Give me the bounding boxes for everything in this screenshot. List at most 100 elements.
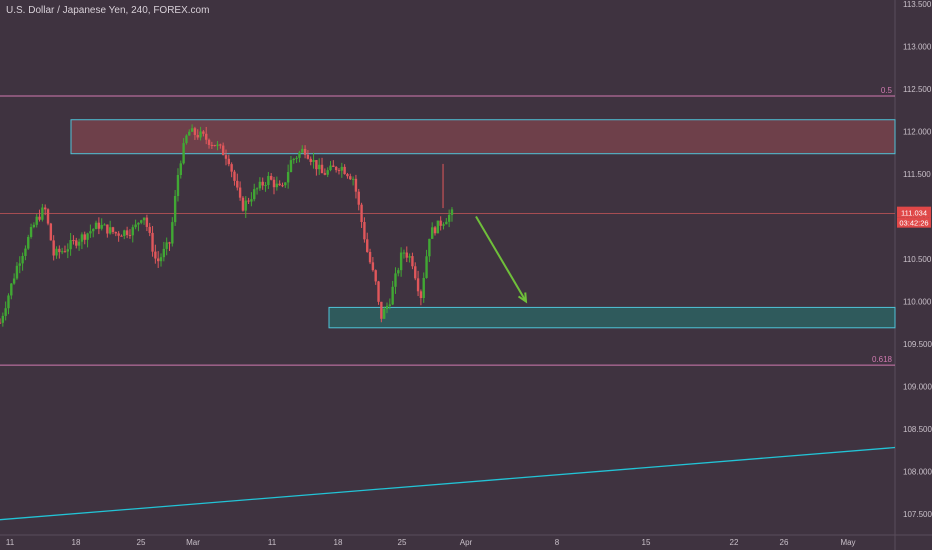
candle-body	[185, 135, 188, 144]
candle-body	[289, 160, 293, 173]
candle-body	[43, 207, 47, 210]
candle-body	[267, 175, 270, 185]
candle-body	[27, 236, 30, 249]
candle-body	[29, 227, 33, 237]
candle-body	[75, 240, 78, 246]
candle-body	[250, 199, 253, 202]
candle-body	[318, 164, 321, 170]
candle-body	[190, 128, 194, 132]
candle-body	[436, 220, 440, 234]
candle-body	[281, 185, 284, 187]
price-axis-label: 108.000	[903, 467, 932, 476]
candle-body	[247, 200, 250, 202]
candle-body	[80, 234, 84, 242]
candle-body	[63, 251, 67, 253]
candle-body	[323, 173, 327, 175]
support-zone[interactable]	[328, 306, 896, 329]
candle-body	[18, 263, 21, 266]
candle-body	[125, 230, 129, 235]
time-axis-label: May	[840, 538, 855, 547]
candle-body	[77, 241, 81, 246]
fib-0.618-label: 0.618	[872, 355, 893, 364]
candle-body	[320, 164, 324, 174]
candle-body	[86, 233, 89, 240]
candle-body	[199, 131, 202, 138]
candle-body	[284, 182, 287, 186]
candle-body	[21, 255, 24, 264]
candle-body	[196, 134, 199, 138]
candle-body	[377, 281, 380, 302]
candle-body	[411, 256, 414, 267]
candle-body	[258, 181, 262, 189]
candle-body	[309, 158, 312, 162]
candle-body	[92, 229, 95, 232]
candle-body	[394, 273, 397, 287]
candle-body	[315, 160, 318, 170]
time-axis-label: 22	[730, 538, 739, 547]
candle-body	[380, 301, 383, 319]
candle-body	[168, 242, 171, 244]
candle-body	[1, 315, 5, 323]
candle-body	[382, 308, 386, 319]
price-axis-label: 108.500	[903, 425, 932, 434]
candle-body	[156, 258, 160, 262]
time-axis-label: 11	[268, 538, 277, 547]
candle-body	[312, 160, 315, 162]
chart-title: U.S. Dollar / Japanese Yen, 240, FOREX.c…	[6, 5, 210, 16]
candle-body	[357, 191, 360, 205]
candle-body	[363, 222, 366, 240]
candle-body	[272, 179, 276, 188]
candle-body	[12, 278, 16, 284]
candle-body	[219, 144, 222, 146]
candle-body	[269, 175, 273, 180]
candle-body	[108, 227, 112, 234]
candle-body	[332, 165, 335, 167]
candle-body	[264, 184, 267, 186]
candle-body	[179, 163, 182, 176]
candle-body	[275, 183, 279, 188]
price-axis-label: 109.000	[903, 382, 932, 391]
candle-body	[334, 166, 338, 171]
candle-body	[301, 148, 304, 153]
candle-body	[202, 131, 205, 134]
candle-body	[173, 196, 177, 223]
price-axis-label: 110.500	[903, 255, 932, 264]
candle-body	[349, 176, 352, 180]
candle-body	[46, 209, 50, 224]
candle-body	[368, 251, 372, 263]
candle-body	[38, 216, 41, 220]
candle-body	[103, 224, 106, 226]
projection-arrow[interactable]	[475, 216, 527, 302]
candle-body	[100, 224, 103, 229]
candle-body	[213, 145, 216, 147]
candle-body	[89, 231, 92, 234]
candle-body	[397, 270, 400, 274]
resistance-zone[interactable]	[70, 119, 896, 155]
candle-body	[388, 304, 392, 306]
candle-body	[140, 220, 143, 223]
candle-body	[35, 216, 38, 225]
candle-body	[55, 248, 58, 256]
candle-body	[137, 222, 140, 225]
trendline[interactable]	[0, 446, 896, 521]
candle-body	[151, 232, 154, 252]
time-axis-label: 18	[72, 538, 81, 547]
price-axis-label: 113.500	[903, 0, 932, 9]
candle-body	[205, 133, 208, 140]
projection-arrow-head	[517, 292, 528, 304]
candle-body	[154, 251, 157, 259]
candle-body	[66, 249, 69, 252]
candle-body	[134, 224, 137, 228]
candle-body	[120, 235, 123, 237]
candle-body	[391, 286, 394, 305]
candle-body	[416, 278, 420, 292]
time-axis-label: 11	[6, 538, 15, 547]
time-axis-label: 25	[398, 538, 407, 547]
candle-body	[117, 233, 120, 236]
candle-body	[286, 172, 290, 183]
fib-0.5-label: 0.5	[881, 86, 893, 95]
candle-body	[295, 157, 298, 159]
price-axis-label: 110.000	[903, 297, 932, 306]
